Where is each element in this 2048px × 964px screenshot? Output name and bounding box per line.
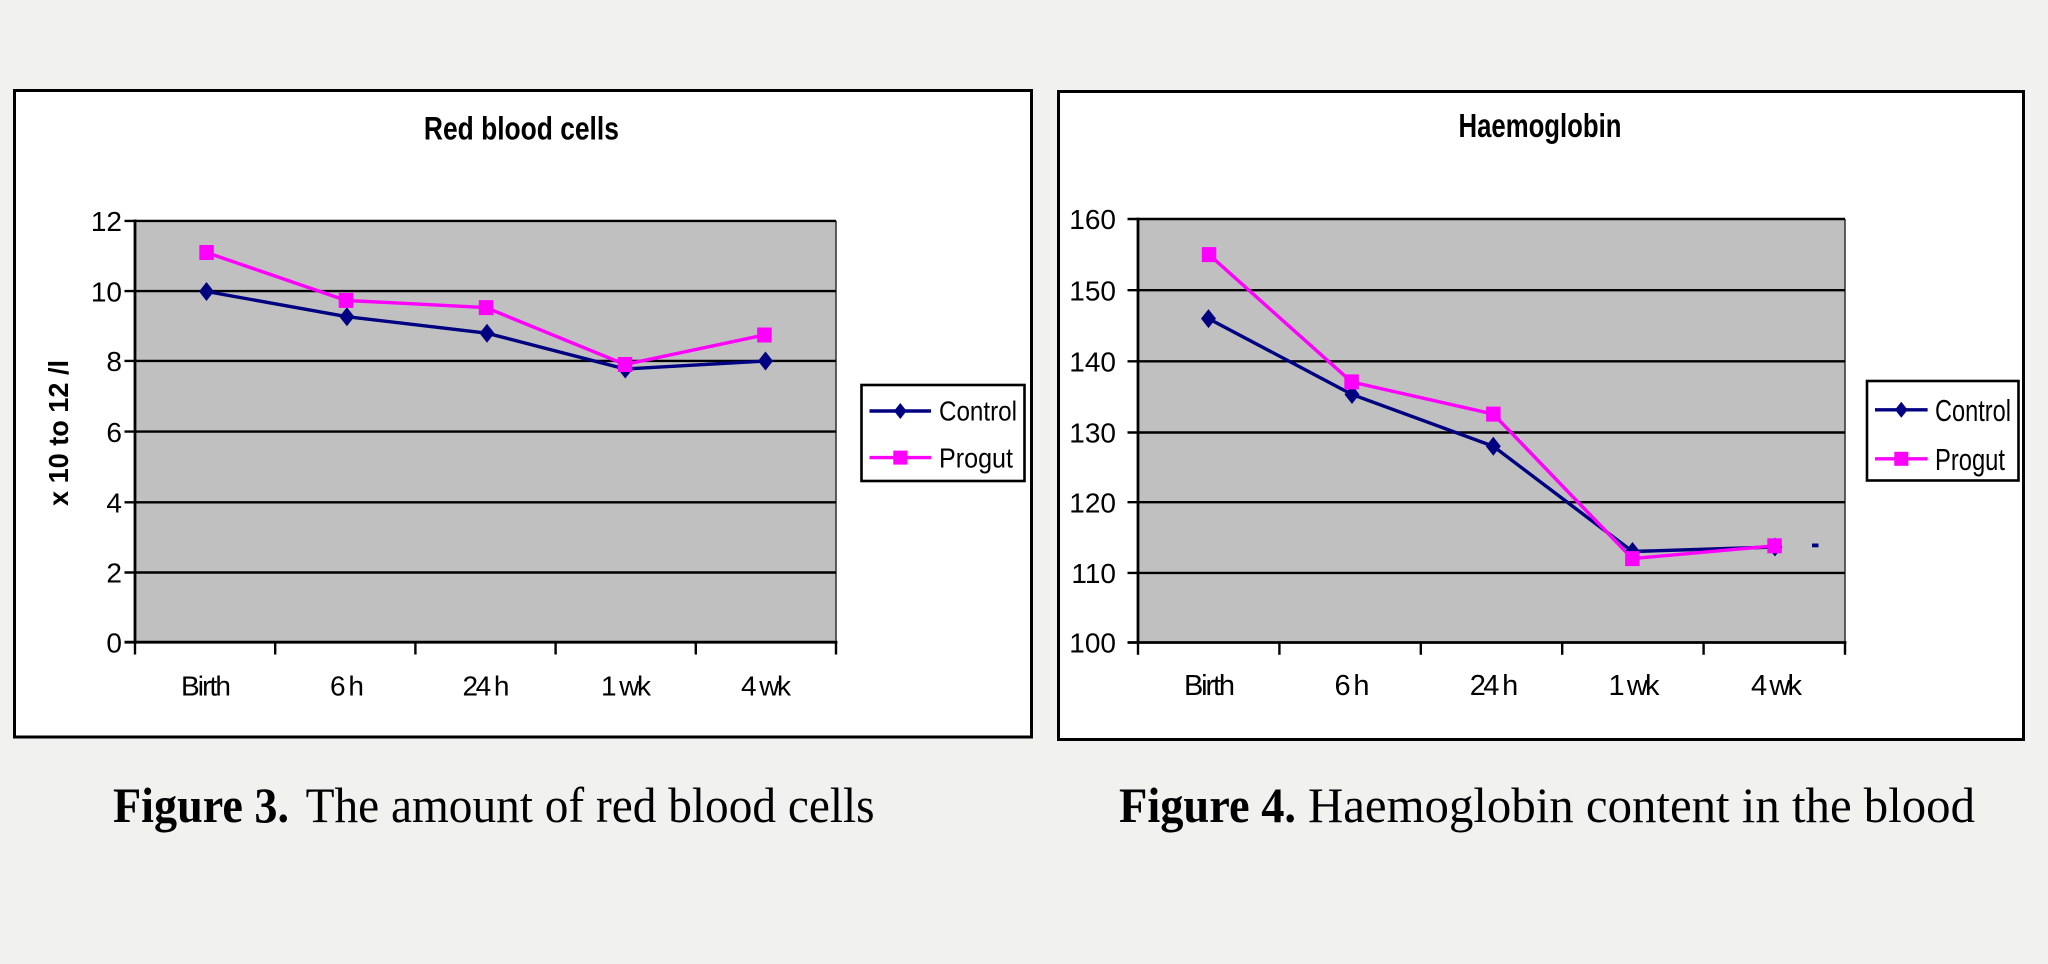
svg-text:Red blood cells: Red blood cells	[424, 111, 619, 147]
svg-text:2: 2	[106, 558, 122, 589]
svg-text:Birth: Birth	[181, 670, 231, 701]
svg-text:10: 10	[91, 276, 122, 307]
svg-text:130: 130	[1069, 418, 1116, 449]
svg-text:Progut: Progut	[939, 442, 1013, 473]
svg-text:The amount of red blood cells: The amount of red blood cells	[306, 777, 875, 833]
svg-text:0: 0	[106, 627, 122, 658]
svg-text:Figure 4.: Figure 4.	[1119, 777, 1296, 833]
svg-text:Control: Control	[939, 396, 1017, 427]
svg-text:4: 4	[106, 488, 122, 519]
svg-text:150: 150	[1069, 275, 1116, 306]
svg-text:Control: Control	[1935, 393, 2011, 428]
svg-text:1 wk: 1 wk	[601, 670, 652, 701]
svg-text:6 h: 6 h	[1335, 670, 1370, 702]
svg-text:120: 120	[1069, 487, 1116, 518]
svg-text:24 h: 24 h	[463, 670, 510, 701]
svg-text:6: 6	[106, 417, 122, 448]
svg-text:6 h: 6 h	[330, 670, 364, 701]
svg-text:8: 8	[106, 346, 122, 377]
svg-text:140: 140	[1069, 347, 1116, 378]
svg-text:Haemoglobin: Haemoglobin	[1459, 107, 1622, 144]
svg-text:Haemoglobin content in the blo: Haemoglobin content in the blood	[1308, 777, 1975, 833]
svg-text:12: 12	[91, 206, 122, 237]
svg-text:Figure 3.: Figure 3.	[113, 777, 289, 833]
svg-text:100: 100	[1069, 628, 1116, 659]
svg-text:1 wk: 1 wk	[1609, 670, 1661, 702]
svg-text:4 wk: 4 wk	[741, 670, 792, 701]
svg-text:x 10 to 12 /l: x 10 to 12 /l	[43, 360, 74, 506]
svg-text:24 h: 24 h	[1470, 670, 1519, 702]
svg-text:110: 110	[1071, 558, 1116, 589]
svg-text:Birth: Birth	[1184, 670, 1235, 702]
svg-text:4 wk: 4 wk	[1751, 670, 1803, 702]
svg-text:160: 160	[1069, 204, 1116, 235]
svg-text:Progut: Progut	[1935, 442, 2005, 477]
